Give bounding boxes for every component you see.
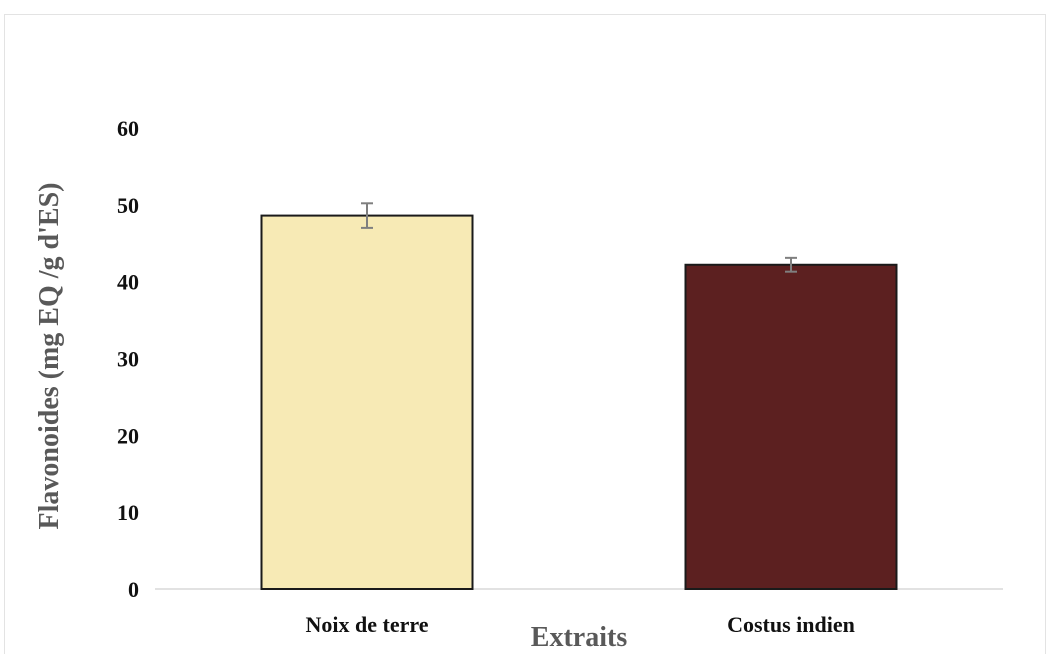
bar [684,263,898,590]
y-axis-ticks: 0 10 20 30 40 50 60 [117,116,139,602]
y-tick-label: 0 [128,577,139,602]
y-tick-label: 30 [117,347,139,372]
x-axis-title: Extraits [531,622,628,653]
error-bar [785,256,797,273]
x-category-label: Noix de terre [306,612,429,637]
error-bars [361,202,797,273]
bar [260,214,474,590]
chart-frame [4,14,1046,654]
y-tick-label: 40 [117,270,139,295]
error-bar [361,202,373,229]
x-category-label: Costus indien [727,612,855,637]
x-axis-category-labels: Noix de terre Costus indien [306,612,855,637]
y-tick-label: 50 [117,193,139,218]
bars [260,214,898,590]
y-axis-title: Flavonoides (mg EQ /g d'ES) [34,183,65,530]
y-tick-label: 10 [117,500,139,525]
y-tick-label: 60 [117,116,139,141]
y-tick-label: 20 [117,423,139,448]
